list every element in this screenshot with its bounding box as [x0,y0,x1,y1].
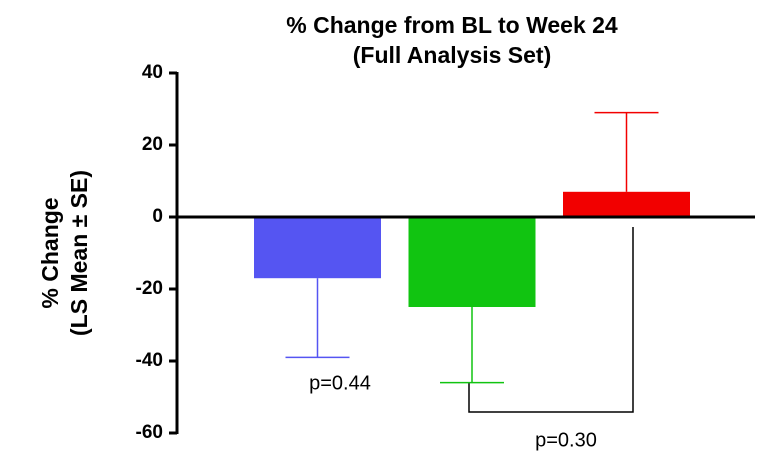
chart-title: % Change from BL to Week 24 [286,12,618,38]
y-tick-label: -60 [136,422,163,443]
y-tick-label: -20 [136,278,163,299]
annotation: p=0.44 [309,372,371,394]
chart-title: (Full Analysis Set) [353,42,552,68]
y-axis-label-line: (LS Mean ± SE) [66,170,92,336]
comparison-bracket [468,227,634,413]
y-tick-label: 0 [152,206,163,227]
bar [408,217,536,307]
y-tick-label: 20 [142,134,163,155]
y-tick-label: 40 [142,62,163,83]
bar [254,217,381,279]
annotation: p=0.30 [535,429,597,451]
y-axis-label-line: % Change [37,197,63,308]
bar [563,191,690,217]
y-axis-label: % Change (LS Mean ± SE) [37,170,92,336]
y-tick-label: -40 [136,350,163,371]
